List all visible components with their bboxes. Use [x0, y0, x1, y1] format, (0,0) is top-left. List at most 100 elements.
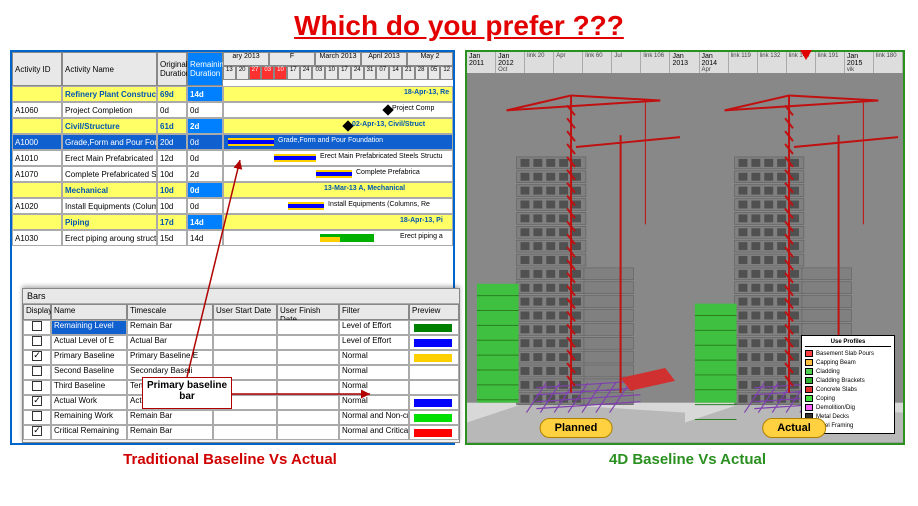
timeline-month: ary 2013 [223, 52, 269, 66]
display-checkbox[interactable] [23, 335, 51, 350]
gantt-bar-cell[interactable]: 13-Mar-13 A, Mechanical [223, 182, 453, 198]
legend-item: Capping Beam [805, 358, 891, 367]
planned-view[interactable]: Planned [467, 74, 685, 444]
gantt-row[interactable]: Mechanical 10d 0d 13-Mar-13 A, Mechanica… [12, 182, 453, 198]
task-bar[interactable] [274, 154, 316, 162]
timeline-column[interactable]: link 60 [583, 52, 612, 73]
display-checkbox[interactable] [23, 365, 51, 380]
col-remaining-duration[interactable]: Remaining Duration [187, 52, 223, 86]
timeline-column[interactable]: Jul [612, 52, 641, 73]
col-timescale[interactable]: Timescale [127, 304, 213, 320]
activity-name: Grade,Form and Pour Founc [62, 134, 157, 150]
bars-row[interactable]: Primary Baseline Primary Baseline E Norm… [23, 350, 459, 365]
legend-item: Basement Slab Pours [805, 349, 891, 358]
col-preview[interactable]: Preview [409, 304, 459, 320]
timeline-column[interactable]: link 20 [525, 52, 554, 73]
4d-timeline[interactable]: Jan 2011Jan 2012Octlink 20Aprlink 60Jull… [467, 52, 903, 74]
gantt-row[interactable]: Refinery Plant Constructio 69d 14d 18-Ap… [12, 86, 453, 102]
remaining-duration: 14d [187, 230, 223, 246]
timeline-day[interactable]: 17 [338, 66, 351, 80]
gantt-row[interactable]: A1060 Project Completion 0d 0d Project C… [12, 102, 453, 118]
timeline-day[interactable]: 17 [287, 66, 300, 80]
col-user-finish[interactable]: User Finish Date [277, 304, 339, 320]
bars-row[interactable]: Actual Work Actual Bar Normal [23, 395, 459, 410]
timeline-column[interactable]: Jan 2011 [467, 52, 496, 73]
timeline-column[interactable]: link 119 [729, 52, 758, 73]
gantt-bar-cell[interactable]: Erect piping a [223, 230, 453, 246]
task-bar[interactable] [228, 138, 274, 146]
gantt-row[interactable]: Piping 17d 14d 18-Apr-13, Pi [12, 214, 453, 230]
display-checkbox[interactable] [23, 410, 51, 425]
timeline-day[interactable]: 13 [223, 66, 236, 80]
timeline-column[interactable]: link 106 [641, 52, 670, 73]
timeline-day[interactable]: 24 [351, 66, 364, 80]
user-start-value [213, 410, 277, 425]
timeline-marker-icon[interactable] [800, 50, 812, 60]
bars-row[interactable]: Actual Level of E Actual Bar Level of Ef… [23, 335, 459, 350]
gantt-bar-cell[interactable]: Install Equipments (Columns, Re [223, 198, 453, 214]
col-activity-id[interactable]: Activity ID [12, 52, 62, 86]
baseline-bar[interactable] [320, 237, 340, 242]
bars-row[interactable]: Remaining Work Remain Bar Normal and Non… [23, 410, 459, 425]
display-checkbox[interactable] [23, 320, 51, 335]
timeline-day[interactable]: 28 [415, 66, 428, 80]
remaining-duration: 0d [187, 198, 223, 214]
timeline-column[interactable]: Jan 2012Oct [496, 52, 525, 73]
gantt-bar-cell[interactable]: 18-Apr-13, Re [223, 86, 453, 102]
bar-label: 13-Mar-13 A, Mechanical [324, 185, 405, 192]
gantt-bar-cell[interactable]: Grade,Form and Pour Foundation [223, 134, 453, 150]
col-activity-name[interactable]: Activity Name [62, 52, 157, 86]
gantt-bar-cell[interactable]: 18-Apr-13, Pi [223, 214, 453, 230]
timeline-day[interactable]: 10 [325, 66, 338, 80]
remaining-duration: 14d [187, 86, 223, 102]
actual-view[interactable]: Use Profiles Basement Slab PoursCapping … [685, 74, 903, 444]
col-user-start[interactable]: User Start Date [213, 304, 277, 320]
gantt-bar-cell[interactable]: Project Comp [223, 102, 453, 118]
timeline-column[interactable]: Apr [554, 52, 583, 73]
col-filter[interactable]: Filter [339, 304, 409, 320]
timeline-column[interactable]: link 180 [874, 52, 903, 73]
timeline-column[interactable]: Jan 2013 [670, 52, 699, 73]
task-bar[interactable] [288, 202, 324, 210]
display-checkbox[interactable] [23, 395, 51, 410]
display-checkbox[interactable] [23, 350, 51, 365]
bars-row[interactable]: Third Baseline Tertiary Baseline E Norma… [23, 380, 459, 395]
timeline-column[interactable]: link 191 [816, 52, 845, 73]
timeline-column[interactable]: Jan 2015vik [845, 52, 874, 73]
bars-row[interactable]: Remaining Level Remain Bar Level of Effo… [23, 320, 459, 335]
timeline-day[interactable]: 03 [261, 66, 274, 80]
bars-row[interactable]: Critical Remaining Remain Bar Normal and… [23, 425, 459, 440]
gantt-row[interactable]: Civil/Structure 61d 2d 02-Apr-13, Civil/… [12, 118, 453, 134]
planned-button[interactable]: Planned [540, 418, 613, 438]
timeline-day[interactable]: 24 [300, 66, 313, 80]
legend-item: Cladding Brackets [805, 376, 891, 385]
timeline-column[interactable]: Jan 2014Apr [700, 52, 729, 73]
timeline-day[interactable]: 05 [428, 66, 441, 80]
actual-button[interactable]: Actual [762, 418, 826, 438]
bars-row[interactable]: Second Baseline Secondary Baseli Normal [23, 365, 459, 380]
display-checkbox[interactable] [23, 425, 51, 440]
timeline-day[interactable]: 27 [249, 66, 262, 80]
display-checkbox[interactable] [23, 380, 51, 395]
col-display[interactable]: Display [23, 304, 51, 320]
gantt-bar-cell[interactable]: 02-Apr-13, Civil/Struct [223, 118, 453, 134]
gantt-row[interactable]: A1010 Erect Main Prefabricated Ste 12d 0… [12, 150, 453, 166]
gantt-row[interactable]: A1070 Complete Prefabricated Stee 10d 2d… [12, 166, 453, 182]
timeline-day[interactable]: 12 [440, 66, 453, 80]
timeline-day[interactable]: 31 [364, 66, 377, 80]
col-name[interactable]: Name [51, 304, 127, 320]
gantt-bar-cell[interactable]: Erect Main Prefabricated Steels Structu [223, 150, 453, 166]
gantt-row[interactable]: A1030 Erect piping aroung structure 15d … [12, 230, 453, 246]
timeline-day[interactable]: 03 [312, 66, 325, 80]
timeline-day[interactable]: 07 [376, 66, 389, 80]
gantt-row[interactable]: A1020 Install Equipments (Columns 10d 0d… [12, 198, 453, 214]
timeline-column[interactable]: link 132 [758, 52, 787, 73]
timeline-day[interactable]: 20 [236, 66, 249, 80]
timeline-day[interactable]: 21 [402, 66, 415, 80]
task-bar[interactable] [316, 170, 352, 178]
timeline-day[interactable]: 14 [389, 66, 402, 80]
timeline-day[interactable]: 10 [274, 66, 287, 80]
gantt-row[interactable]: A1000 Grade,Form and Pour Founc 20d 0d G… [12, 134, 453, 150]
col-original-duration[interactable]: Original Duration [157, 52, 187, 86]
gantt-bar-cell[interactable]: Complete Prefabrica [223, 166, 453, 182]
